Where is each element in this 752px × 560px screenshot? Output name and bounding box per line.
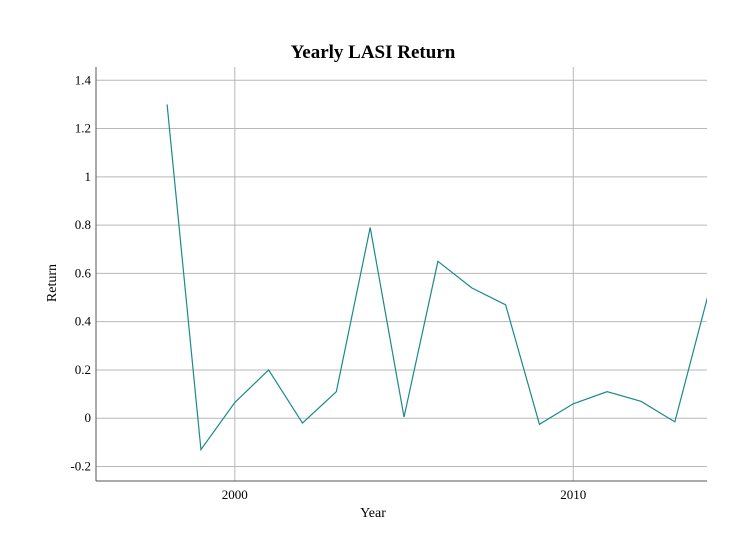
y-axis-title: Return bbox=[45, 264, 60, 302]
y-tick-label: 0 bbox=[85, 410, 92, 425]
x-tick-label: 2010 bbox=[560, 487, 586, 502]
y-tick-label: 1.4 bbox=[75, 72, 92, 87]
axes bbox=[95, 67, 707, 482]
y-tick-label: 0.4 bbox=[75, 314, 92, 329]
y-tick-label: 0.2 bbox=[75, 362, 91, 377]
y-tick-label: 0.6 bbox=[75, 265, 92, 280]
y-tick-label: 1 bbox=[85, 169, 92, 184]
grid-lines bbox=[96, 67, 707, 481]
y-tick-labels: -0.2 0 0.2 0.4 0.6 0.8 1 1.2 1.4 bbox=[70, 72, 91, 473]
chart-title: Yearly LASI Return bbox=[291, 42, 456, 63]
x-tick-labels: 2000 2010 bbox=[222, 487, 587, 502]
series-lines bbox=[166, 104, 707, 452]
y-tick-label: 1.2 bbox=[75, 121, 91, 136]
x-tick-label: 2000 bbox=[222, 487, 248, 502]
y-tick-label: -0.2 bbox=[70, 459, 91, 474]
series-line-0 bbox=[166, 104, 707, 452]
y-tick-label: 0.8 bbox=[75, 217, 91, 232]
x-axis-title: Year bbox=[360, 506, 386, 521]
